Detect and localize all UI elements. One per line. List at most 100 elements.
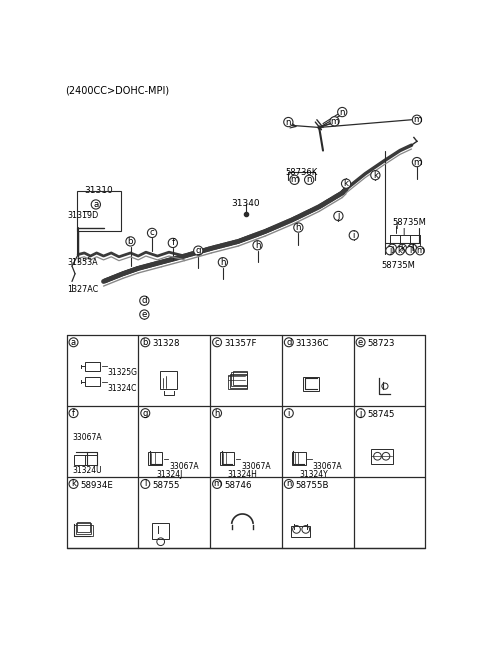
Circle shape <box>356 338 365 347</box>
Text: h: h <box>220 258 226 266</box>
Text: g: g <box>143 409 148 417</box>
Text: m: m <box>416 246 424 255</box>
Text: j: j <box>391 244 394 253</box>
Text: 58723: 58723 <box>368 339 395 348</box>
Text: l: l <box>409 246 411 255</box>
Text: l: l <box>395 222 397 231</box>
Circle shape <box>253 241 262 250</box>
Text: 33067A: 33067A <box>169 462 199 471</box>
Text: h: h <box>215 409 220 417</box>
Text: (2400CC>DOHC-MPI): (2400CC>DOHC-MPI) <box>65 85 169 95</box>
Circle shape <box>218 257 228 267</box>
Text: k: k <box>400 244 405 253</box>
Text: j: j <box>389 246 391 255</box>
Circle shape <box>168 239 178 248</box>
Circle shape <box>304 175 314 184</box>
Circle shape <box>337 108 347 117</box>
Text: b: b <box>128 237 133 246</box>
Circle shape <box>141 409 150 417</box>
Text: k: k <box>71 479 76 488</box>
Text: h: h <box>296 223 301 232</box>
Circle shape <box>334 212 343 221</box>
Circle shape <box>284 117 293 126</box>
Circle shape <box>69 338 78 347</box>
Text: m: m <box>330 117 339 126</box>
Circle shape <box>213 409 221 417</box>
Text: 31319D: 31319D <box>67 211 98 219</box>
Text: b: b <box>143 338 148 347</box>
Circle shape <box>408 244 417 253</box>
Circle shape <box>147 228 156 237</box>
Circle shape <box>412 115 421 124</box>
Text: 31353A: 31353A <box>67 259 98 267</box>
Text: j: j <box>360 409 362 417</box>
Text: n: n <box>286 479 291 488</box>
Text: 31340: 31340 <box>232 199 260 208</box>
Circle shape <box>213 338 221 347</box>
Text: 31328: 31328 <box>152 339 180 348</box>
Circle shape <box>356 409 365 417</box>
Circle shape <box>408 244 417 253</box>
Text: 31324C: 31324C <box>108 384 137 393</box>
Text: g: g <box>195 246 201 255</box>
Text: f: f <box>171 239 174 248</box>
Text: 31310: 31310 <box>84 186 113 195</box>
Text: f: f <box>72 409 75 417</box>
Text: d: d <box>286 338 291 347</box>
Circle shape <box>141 479 150 488</box>
Circle shape <box>386 246 394 255</box>
Circle shape <box>371 170 380 180</box>
Circle shape <box>349 231 359 240</box>
Text: 58746: 58746 <box>224 481 252 490</box>
Text: 31325G: 31325G <box>108 368 137 377</box>
Circle shape <box>416 246 424 255</box>
Text: 58735M: 58735M <box>392 218 426 227</box>
Text: 58934E: 58934E <box>81 481 113 490</box>
Circle shape <box>284 479 293 488</box>
Text: m: m <box>413 157 421 166</box>
Circle shape <box>140 310 149 319</box>
Circle shape <box>398 244 407 253</box>
Text: i: i <box>353 231 355 240</box>
Text: l: l <box>411 244 413 253</box>
Text: e: e <box>358 338 363 347</box>
Text: a: a <box>93 200 98 209</box>
Text: n: n <box>286 117 291 126</box>
Circle shape <box>69 409 78 417</box>
Text: d: d <box>142 296 147 305</box>
Circle shape <box>69 479 78 488</box>
Text: 58755: 58755 <box>152 481 180 490</box>
Text: k: k <box>373 171 378 180</box>
Bar <box>77 192 121 232</box>
Text: l: l <box>144 479 146 488</box>
Text: c: c <box>150 228 155 237</box>
Circle shape <box>294 223 303 232</box>
Text: j: j <box>337 212 339 221</box>
Circle shape <box>140 296 149 305</box>
Text: e: e <box>142 310 147 319</box>
Text: 31324Y: 31324Y <box>300 470 328 479</box>
Text: 31336C: 31336C <box>296 339 329 348</box>
Text: 33067A: 33067A <box>73 433 102 442</box>
Text: h: h <box>255 241 260 250</box>
Text: i: i <box>288 409 290 417</box>
Text: 1327AC: 1327AC <box>67 285 98 294</box>
Circle shape <box>284 409 293 417</box>
Text: n: n <box>306 175 312 184</box>
Circle shape <box>213 479 221 488</box>
Text: l: l <box>403 228 405 237</box>
Circle shape <box>388 244 396 253</box>
Circle shape <box>406 246 414 255</box>
Circle shape <box>412 157 421 166</box>
Circle shape <box>341 179 351 188</box>
Text: 31324H: 31324H <box>228 470 258 479</box>
Circle shape <box>126 237 135 246</box>
Circle shape <box>141 338 150 347</box>
Text: 31324J: 31324J <box>156 470 182 479</box>
Circle shape <box>290 175 299 184</box>
Text: 31324U: 31324U <box>73 466 102 475</box>
Text: 33067A: 33067A <box>241 462 271 471</box>
Circle shape <box>396 246 404 255</box>
Circle shape <box>91 200 100 209</box>
Circle shape <box>330 117 339 126</box>
